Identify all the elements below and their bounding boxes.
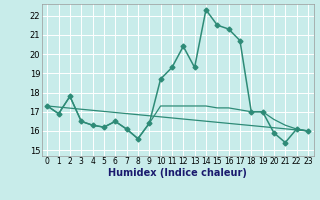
X-axis label: Humidex (Indice chaleur): Humidex (Indice chaleur) bbox=[108, 168, 247, 178]
